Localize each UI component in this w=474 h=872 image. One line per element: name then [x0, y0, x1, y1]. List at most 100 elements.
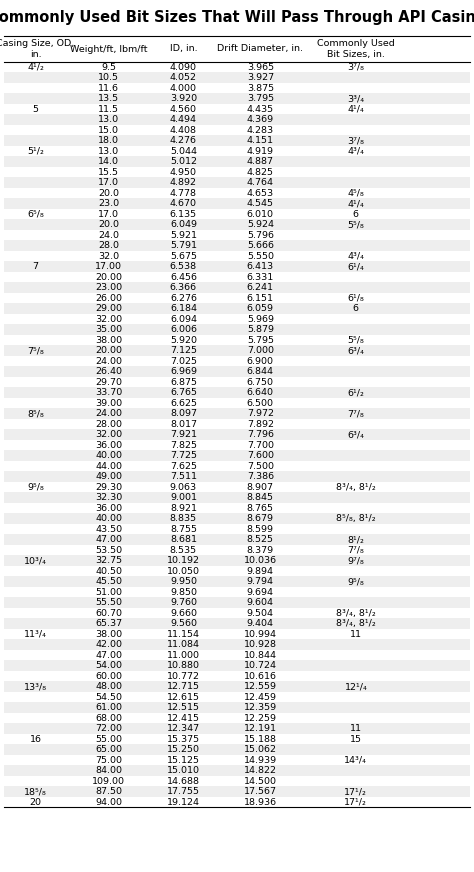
Text: 44.00: 44.00: [95, 462, 122, 471]
Text: 9.604: 9.604: [247, 598, 274, 607]
Bar: [4, 125, 470, 135]
Bar: [4, 524, 470, 535]
Text: 17.567: 17.567: [244, 787, 277, 796]
Text: 11.154: 11.154: [167, 630, 200, 639]
Bar: [4, 387, 470, 398]
Text: 12.259: 12.259: [244, 714, 277, 723]
Text: 7.511: 7.511: [170, 473, 197, 481]
Text: 4.560: 4.560: [170, 105, 197, 113]
Text: 17.0: 17.0: [98, 178, 119, 187]
Text: 15.0: 15.0: [98, 126, 119, 135]
Bar: [4, 62, 470, 72]
Text: 7.386: 7.386: [247, 473, 274, 481]
Text: 4¹/₂: 4¹/₂: [27, 63, 44, 72]
Text: 38.00: 38.00: [95, 336, 122, 344]
Text: 6.151: 6.151: [247, 294, 274, 303]
Text: 32.00: 32.00: [95, 315, 122, 324]
Text: 6.765: 6.765: [170, 388, 197, 398]
Text: 15.250: 15.250: [167, 746, 200, 754]
Text: 32.00: 32.00: [95, 430, 122, 439]
Text: 4.919: 4.919: [247, 146, 274, 156]
Bar: [4, 639, 470, 650]
Text: 3⁷/₈: 3⁷/₈: [347, 63, 364, 72]
Text: 4¹/₄: 4¹/₄: [347, 199, 364, 208]
Text: 8.835: 8.835: [170, 514, 197, 523]
Bar: [4, 766, 470, 776]
Bar: [4, 303, 470, 314]
Text: Commonly Used Bit Sizes That Will Pass Through API Casing: Commonly Used Bit Sizes That Will Pass T…: [0, 10, 474, 25]
Text: 5.920: 5.920: [170, 336, 197, 344]
Text: 4.653: 4.653: [247, 188, 274, 198]
Text: 10.844: 10.844: [244, 651, 277, 660]
Text: 5.675: 5.675: [170, 252, 197, 261]
Text: 8³/₄, 8¹/₂: 8³/₄, 8¹/₂: [336, 483, 376, 492]
Text: 12.415: 12.415: [167, 714, 200, 723]
Text: 9.894: 9.894: [247, 567, 274, 576]
Text: 10.036: 10.036: [244, 556, 277, 565]
Text: 32.30: 32.30: [95, 494, 122, 502]
Bar: [4, 503, 470, 514]
Text: 7⁷/₈: 7⁷/₈: [347, 546, 364, 555]
Text: 51.00: 51.00: [95, 588, 122, 596]
Text: 20: 20: [29, 798, 41, 807]
Bar: [4, 545, 470, 555]
Text: 8.097: 8.097: [170, 409, 197, 419]
Text: 20.00: 20.00: [95, 273, 122, 282]
Text: 4.000: 4.000: [170, 84, 197, 92]
Bar: [4, 408, 470, 419]
Text: 20.0: 20.0: [98, 221, 119, 229]
Text: 6³/₄: 6³/₄: [347, 346, 364, 355]
Text: 17.755: 17.755: [167, 787, 200, 796]
Bar: [4, 83, 470, 93]
Bar: [4, 734, 470, 745]
Text: 10.616: 10.616: [244, 671, 277, 681]
Text: 4.892: 4.892: [170, 178, 197, 187]
Text: 5⁵/₈: 5⁵/₈: [347, 336, 364, 344]
Text: 17¹/₂: 17¹/₂: [345, 798, 367, 807]
Text: 16: 16: [29, 735, 41, 744]
Text: 12.715: 12.715: [167, 682, 200, 691]
Text: 36.00: 36.00: [95, 440, 122, 450]
Text: 7.892: 7.892: [247, 419, 274, 429]
Text: 7: 7: [32, 262, 38, 271]
Text: 9.694: 9.694: [247, 588, 274, 596]
Text: 4.052: 4.052: [170, 73, 197, 82]
Text: 3.920: 3.920: [170, 94, 197, 103]
Text: 23.00: 23.00: [95, 283, 122, 292]
Text: 40.00: 40.00: [95, 514, 122, 523]
Text: 10.928: 10.928: [244, 640, 277, 650]
Text: 23.0: 23.0: [98, 199, 119, 208]
Text: 5.044: 5.044: [170, 146, 197, 156]
Text: 8.921: 8.921: [170, 504, 197, 513]
Text: 55.50: 55.50: [95, 598, 122, 607]
Bar: [4, 135, 470, 146]
Text: 6.094: 6.094: [170, 315, 197, 324]
Text: 19.124: 19.124: [167, 798, 200, 807]
Text: 4.151: 4.151: [247, 136, 274, 146]
Bar: [4, 776, 470, 787]
Text: 5.969: 5.969: [247, 315, 274, 324]
Text: 6.059: 6.059: [247, 304, 274, 313]
Text: 3³/₄: 3³/₄: [347, 94, 365, 103]
Text: 94.00: 94.00: [95, 798, 122, 807]
Text: 18.0: 18.0: [98, 136, 119, 146]
Text: 18.936: 18.936: [244, 798, 277, 807]
Text: 6³/₄: 6³/₄: [347, 430, 364, 439]
Text: 15.188: 15.188: [244, 735, 277, 744]
Text: Weight/ft, lbm/ft: Weight/ft, lbm/ft: [70, 44, 147, 53]
Text: 10.050: 10.050: [167, 567, 200, 576]
Text: 42.00: 42.00: [95, 640, 122, 650]
Text: 6.184: 6.184: [170, 304, 197, 313]
Text: 4³/₄: 4³/₄: [347, 252, 364, 261]
Bar: [4, 345, 470, 356]
Text: 68.00: 68.00: [95, 714, 122, 723]
Text: 4.283: 4.283: [247, 126, 274, 135]
Text: 5.795: 5.795: [247, 336, 274, 344]
Text: 10.5: 10.5: [98, 73, 119, 82]
Text: 15.5: 15.5: [98, 167, 119, 177]
Text: 14.688: 14.688: [167, 777, 200, 786]
Text: 7.625: 7.625: [170, 462, 197, 471]
Text: 15.125: 15.125: [167, 756, 200, 765]
Text: 47.00: 47.00: [95, 535, 122, 544]
Text: 4.545: 4.545: [247, 199, 274, 208]
